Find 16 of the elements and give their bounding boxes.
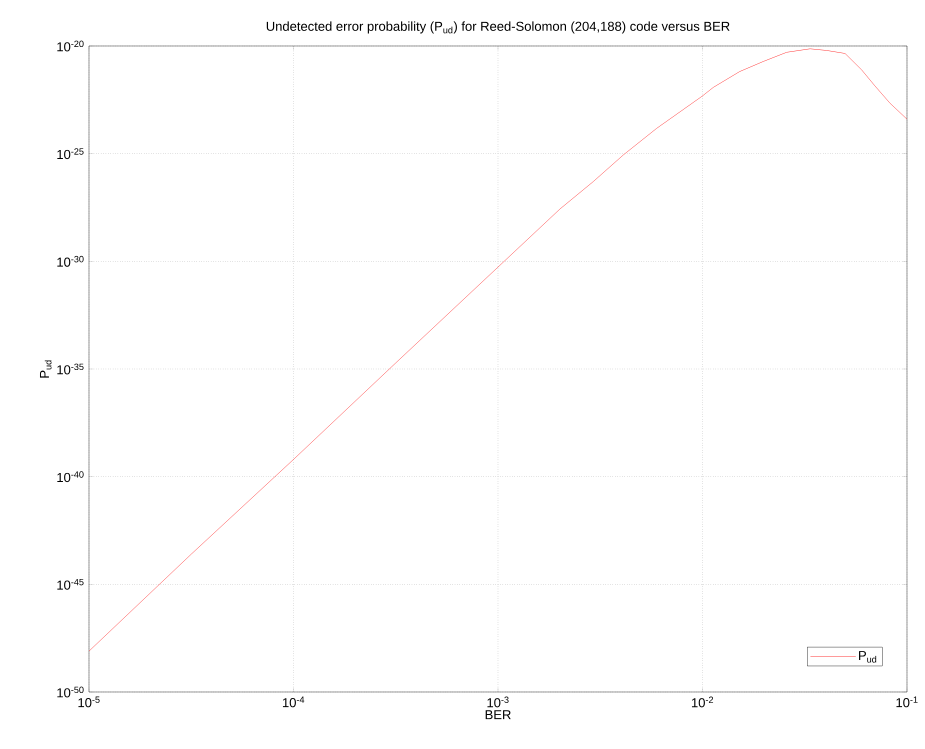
x-tick-label: 10$^{-4}$ — [282, 696, 304, 708]
y-tick-label: 10$^{-50}$ — [57, 686, 84, 698]
y-tick-label: 10$^{-40}$ — [57, 471, 84, 482]
y-tick-label: 10$^{-25}$ — [57, 148, 84, 160]
chart-title: Undetected error probability (P$_{ud}$) for Reed-Solomon (204,188) code versus BER — [266, 21, 730, 34]
legend-label: P$_{ud}$ — [859, 651, 876, 663]
x-tick-label: 10$^{-3}$ — [487, 696, 509, 708]
y-tick-label: 10$^{-35}$ — [57, 364, 84, 374]
y-tick-label: 10$^{-45}$ — [57, 578, 84, 590]
y-tick-label: 10$^{-20}$ — [57, 40, 84, 52]
x-axis-title: BER — [486, 710, 511, 720]
x-tick-label: 10$^{-2}$ — [692, 696, 714, 708]
x-tick-label: 10$^{-5}$ — [78, 696, 100, 708]
y-tick-label: 10$^{-30}$ — [57, 256, 84, 267]
x-tick-label: 10$^{-1}$ — [896, 696, 918, 708]
y-axis-title: P$_{ud}$ — [40, 360, 52, 378]
